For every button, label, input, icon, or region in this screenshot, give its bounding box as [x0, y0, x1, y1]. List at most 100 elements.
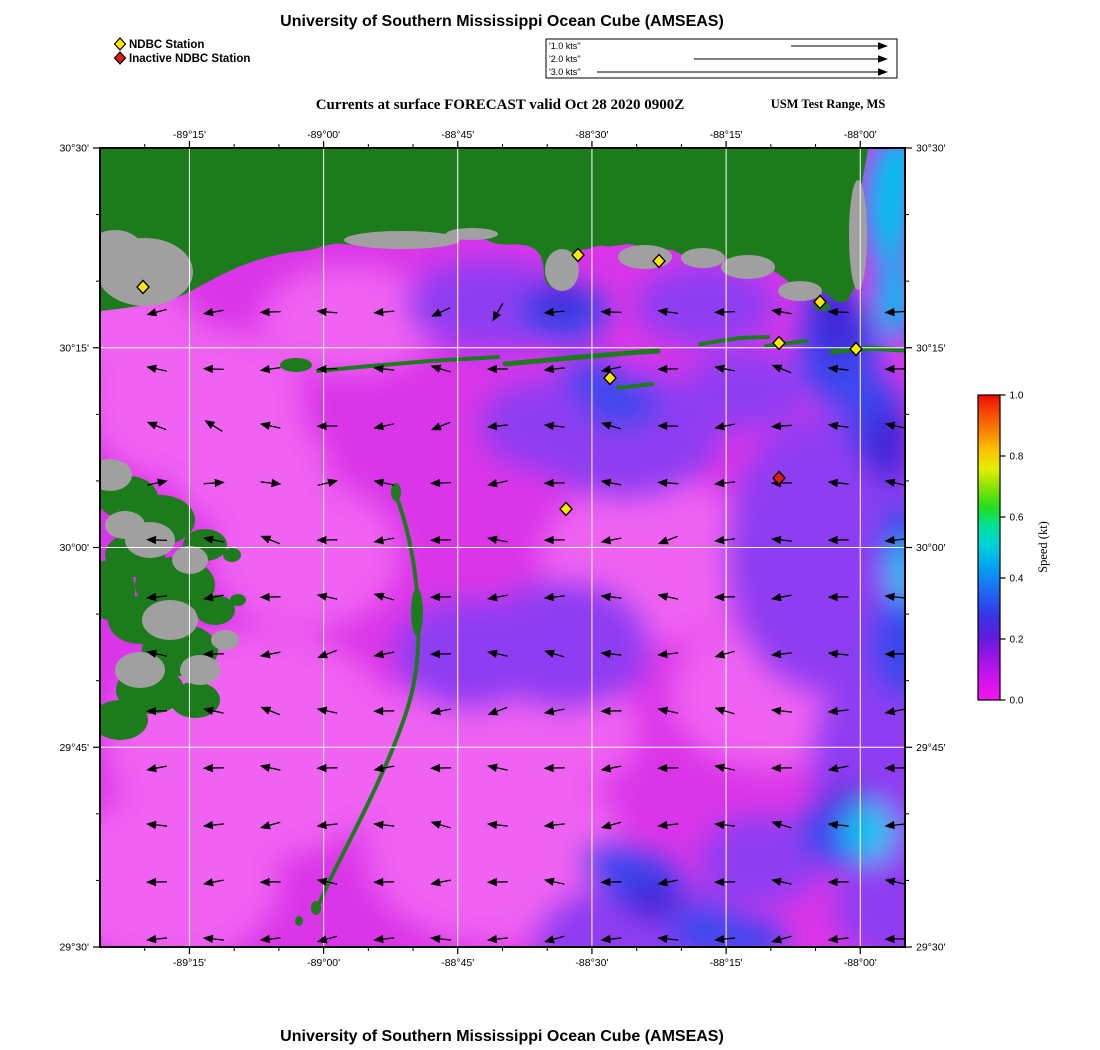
current-arrow	[260, 821, 281, 830]
current-arrow	[827, 764, 849, 773]
current-arrow	[202, 763, 224, 773]
current-arrow	[884, 934, 905, 944]
current-arrow	[486, 364, 508, 374]
current-arrow	[771, 593, 792, 602]
current-arrow-head	[430, 820, 442, 829]
current-arrow-head	[884, 649, 895, 659]
current-arrow-shaft	[317, 482, 329, 487]
scale-arrow-head	[878, 55, 888, 63]
current-arrow-shaft	[837, 824, 849, 827]
current-arrow-head	[771, 364, 783, 373]
current-arrow-shaft	[553, 708, 565, 712]
current-arrow-shaft	[496, 824, 508, 827]
current-arrow-head	[770, 307, 782, 316]
current-arrow	[827, 592, 849, 602]
current-arrow	[657, 478, 679, 488]
current-arrow-head	[316, 706, 328, 715]
current-arrow-head	[657, 364, 668, 374]
current-arrow-shaft	[780, 594, 792, 598]
current-arrow-head	[202, 820, 214, 830]
current-arrow-shaft	[269, 767, 281, 771]
current-arrow	[714, 307, 736, 317]
lon-label-bottom: -88°15'	[710, 957, 743, 969]
current-arrow	[146, 934, 168, 944]
current-arrow-head	[657, 421, 668, 431]
current-arrow-shaft	[723, 767, 735, 771]
current-arrow	[657, 421, 679, 431]
current-arrow-head	[430, 763, 441, 773]
current-arrow-shaft	[837, 653, 849, 656]
colorbar-tick-label: 1.0	[1010, 391, 1024, 402]
current-arrow	[373, 877, 395, 887]
lat-label-right: 29°30'	[916, 942, 946, 954]
current-arrow	[316, 935, 338, 944]
current-arrow-head	[431, 308, 442, 317]
current-arrow	[657, 934, 679, 944]
current-arrow-shaft	[326, 596, 338, 600]
current-arrow-shaft	[553, 935, 565, 940]
current-arrow-shaft	[837, 368, 849, 371]
current-arrow	[259, 877, 281, 887]
current-arrow	[543, 307, 565, 317]
current-arrow	[147, 478, 168, 487]
current-arrow	[657, 878, 679, 887]
current-arrow	[771, 820, 792, 829]
current-arrow-head	[204, 420, 216, 430]
current-arrow	[430, 763, 452, 773]
current-arrow	[657, 592, 679, 601]
current-arrow	[714, 535, 736, 545]
current-arrow	[317, 478, 339, 487]
barrier-islands	[280, 301, 905, 390]
current-arrow-shaft	[780, 710, 792, 713]
current-arrow-shaft	[667, 535, 678, 541]
current-arrow-head	[827, 934, 839, 944]
current-arrow	[373, 650, 395, 659]
scale-label: '1.0 kts''	[549, 41, 581, 51]
current-arrow-shaft	[212, 938, 224, 941]
current-arrow	[431, 307, 451, 317]
current-arrow-head	[884, 478, 896, 487]
current-arrow-shaft	[269, 425, 281, 429]
current-arrow-shaft	[553, 653, 565, 658]
current-arrow-shaft	[496, 594, 508, 598]
current-arrow-shaft	[610, 366, 622, 370]
speed-blob	[635, 265, 775, 345]
current-arrow-head	[202, 649, 213, 659]
current-arrow-shaft	[439, 368, 451, 373]
current-arrow-head	[373, 592, 385, 601]
current-arrow	[600, 821, 622, 830]
current-arrow-shaft	[553, 310, 565, 313]
current-arrow	[146, 535, 168, 545]
current-arrow-shaft	[723, 650, 735, 655]
current-arrow-head	[884, 763, 895, 773]
speed-blob	[882, 148, 905, 192]
current-arrow-shaft	[383, 651, 395, 655]
current-arrow	[373, 592, 394, 601]
current-arrow-head	[157, 478, 168, 487]
current-arrow-head	[600, 421, 612, 430]
current-arrow-head	[827, 478, 839, 488]
current-arrow-shaft	[326, 823, 338, 826]
current-arrow-head	[259, 421, 271, 430]
current-arrow-head	[146, 649, 157, 658]
current-arrow	[544, 935, 565, 944]
current-arrow-head	[487, 649, 498, 658]
current-arrow	[543, 877, 565, 886]
lon-label-bottom: -88°00'	[844, 957, 877, 969]
current-arrow	[770, 535, 792, 545]
current-arrow	[714, 820, 736, 830]
lat-label-right: 30°15'	[916, 342, 946, 354]
current-arrow-head	[884, 421, 896, 430]
current-arrow-shaft	[553, 595, 565, 598]
current-arrow	[827, 364, 849, 374]
current-arrow-head	[657, 592, 669, 601]
coastal-marsh	[100, 180, 867, 306]
current-arrow	[202, 308, 224, 317]
current-arrow-head	[657, 478, 668, 488]
current-arrow	[373, 820, 395, 830]
ndbc-station-legend-icon	[113, 37, 127, 51]
current-arrow-head	[543, 421, 555, 431]
current-arrow-head	[884, 707, 896, 716]
current-arrow	[770, 763, 792, 773]
